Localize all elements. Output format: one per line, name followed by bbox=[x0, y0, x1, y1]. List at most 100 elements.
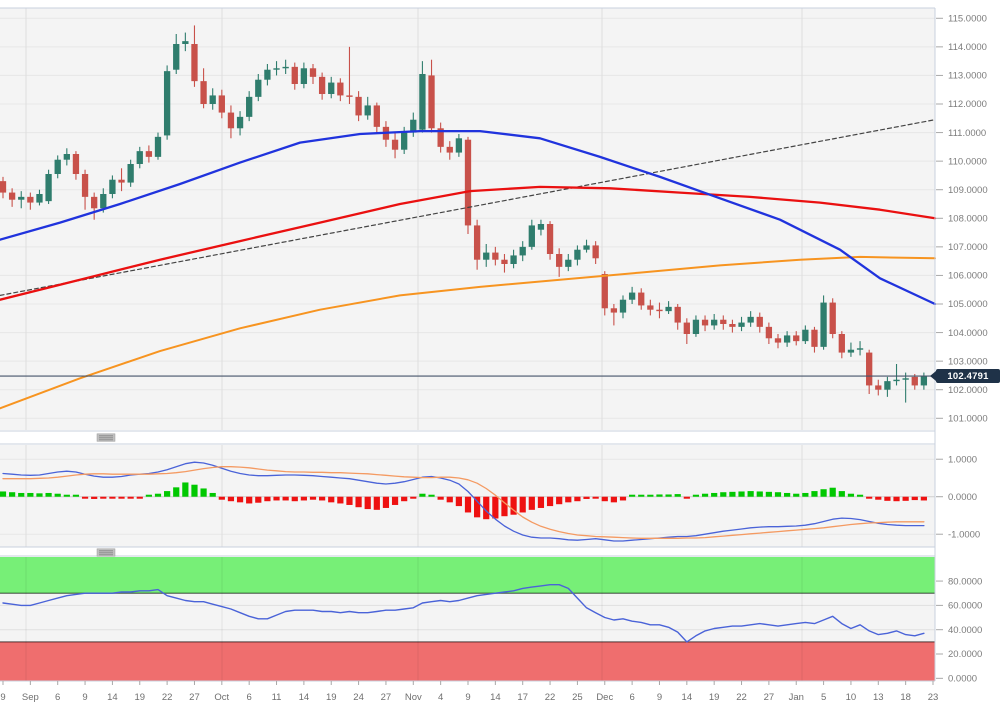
candle-body bbox=[0, 181, 7, 193]
x-tick-label: 23 bbox=[928, 692, 939, 703]
macd-histogram-bar bbox=[720, 492, 727, 497]
x-tick-label: 9 bbox=[0, 692, 5, 703]
macd-histogram-bar bbox=[583, 496, 590, 499]
candle-body bbox=[774, 338, 782, 343]
candle-body bbox=[793, 335, 800, 342]
candle-body bbox=[510, 255, 517, 264]
macd-histogram-bar bbox=[638, 494, 645, 497]
macd-histogram-bar bbox=[337, 496, 344, 504]
candle-body bbox=[610, 308, 618, 313]
macd-histogram-bar bbox=[291, 496, 298, 502]
macd-histogram-bar bbox=[328, 496, 335, 503]
y-tick-label: 110.0000 bbox=[948, 156, 987, 167]
macd-histogram-bar bbox=[227, 496, 235, 502]
macd-histogram-bar bbox=[182, 482, 189, 497]
candle-body bbox=[464, 139, 472, 226]
macd-histogram-bar bbox=[145, 494, 152, 497]
macd-histogram-bar bbox=[774, 492, 782, 497]
macd-histogram-bar bbox=[273, 496, 280, 501]
macd-histogram-bar bbox=[820, 489, 827, 497]
macd-histogram-bar bbox=[437, 496, 444, 500]
candle-body bbox=[209, 95, 216, 104]
panel-divider bbox=[0, 547, 935, 556]
candle-body bbox=[492, 252, 499, 260]
candle-body bbox=[428, 75, 435, 129]
y-tick-label: 114.0000 bbox=[948, 42, 987, 53]
macd-lines bbox=[2, 461, 925, 542]
candle-body bbox=[318, 76, 326, 94]
macd-histogram-bar bbox=[218, 496, 225, 500]
candle-body bbox=[255, 79, 262, 97]
candle-body bbox=[446, 146, 453, 153]
macd-histogram-bar bbox=[920, 496, 927, 501]
candle-body bbox=[893, 379, 900, 382]
candle-body bbox=[419, 74, 426, 130]
candlestick-series bbox=[0, 25, 928, 403]
y-axis[interactable]: 115.0000 114.0000 113.0000 112.0000 111.0000… bbox=[936, 13, 988, 685]
candle-body bbox=[875, 385, 882, 390]
x-tick-label: 27 bbox=[764, 692, 775, 703]
candle-body bbox=[902, 378, 909, 380]
panel-resize-handle[interactable] bbox=[96, 548, 116, 557]
macd-histogram-bar bbox=[455, 496, 462, 507]
candle-body bbox=[154, 136, 162, 157]
x-tick-label: 13 bbox=[873, 692, 884, 703]
candle-body bbox=[802, 329, 809, 342]
x-tick-label: 14 bbox=[490, 692, 501, 703]
candle-body bbox=[401, 132, 408, 150]
candle-body bbox=[920, 376, 928, 386]
y-tick-label: 104.0000 bbox=[948, 328, 988, 339]
x-tick-label: 14 bbox=[107, 692, 118, 703]
candle-body bbox=[565, 259, 572, 267]
macd-histogram-bar bbox=[246, 496, 253, 504]
candle-body bbox=[738, 322, 745, 327]
macd-histogram-bar bbox=[72, 494, 80, 497]
candle-body bbox=[54, 159, 61, 174]
x-tick-label: 14 bbox=[682, 692, 693, 703]
macd-histogram-bar bbox=[802, 492, 809, 497]
candle-body bbox=[36, 194, 43, 203]
candle-body bbox=[455, 138, 463, 153]
y-tick-label: 112.0000 bbox=[948, 99, 987, 110]
y-tick-label: 109.0000 bbox=[948, 185, 988, 196]
y-tick-label: 103.0000 bbox=[948, 356, 988, 367]
candle-body bbox=[856, 348, 864, 350]
macd-histogram-bar bbox=[492, 496, 499, 519]
overlay-lines bbox=[0, 119, 937, 410]
candle-body bbox=[136, 151, 143, 164]
candle-body bbox=[355, 96, 362, 116]
macd-histogram-bar bbox=[428, 494, 435, 497]
macd-histogram-bar bbox=[164, 491, 171, 497]
y-tick-label: 107.0000 bbox=[948, 242, 988, 253]
candle-body bbox=[720, 319, 727, 324]
candle-body bbox=[519, 246, 526, 256]
candle-body bbox=[747, 316, 754, 323]
macd-histogram-bar bbox=[765, 491, 772, 497]
candle-body bbox=[8, 192, 16, 200]
candle-body bbox=[537, 224, 545, 230]
candle-body bbox=[282, 66, 289, 69]
panel-divider bbox=[0, 431, 935, 444]
macd-histogram-bar bbox=[391, 496, 399, 505]
candle-body bbox=[218, 95, 225, 113]
candle-body bbox=[638, 292, 645, 306]
macd-histogram-bar bbox=[373, 496, 380, 510]
rsi-zones bbox=[0, 557, 935, 681]
candle-body bbox=[501, 259, 508, 264]
macd-histogram-bar bbox=[647, 494, 654, 497]
x-tick-label: 24 bbox=[353, 692, 364, 703]
x-axis[interactable]: 9 Sep 6 9 14 19 22 27 Oct 6 11 14 19 24 27 Nov 4 9 14 17 22 2… bbox=[0, 681, 938, 703]
macd-histogram-bar bbox=[784, 492, 791, 497]
y-tick-label: 1.0000 bbox=[948, 454, 977, 465]
x-tick-label: 9 bbox=[465, 692, 470, 703]
macd-histogram-bar bbox=[656, 494, 663, 497]
macd-histogram-bar bbox=[200, 488, 207, 497]
panel-resize-handle[interactable] bbox=[96, 433, 116, 442]
x-tick-label: Dec bbox=[596, 692, 613, 703]
macd-histogram-bar bbox=[756, 491, 763, 497]
macd-histogram-bar bbox=[36, 493, 43, 497]
macd-histogram-bar bbox=[729, 491, 736, 497]
candle-body bbox=[911, 376, 918, 386]
macd-histogram-bar bbox=[18, 492, 25, 497]
